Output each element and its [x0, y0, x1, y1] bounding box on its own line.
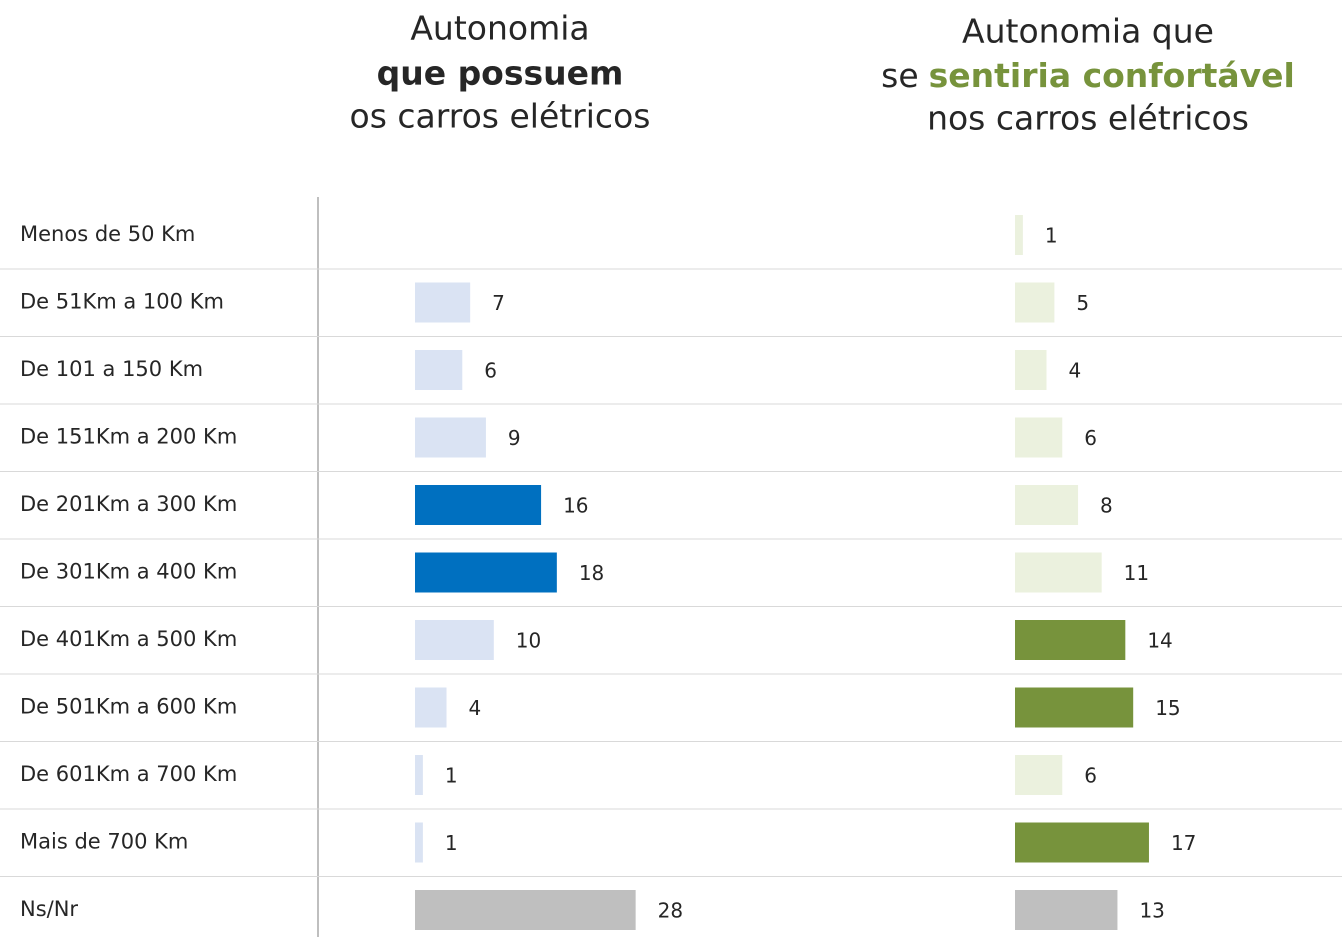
- bar: [1015, 620, 1126, 660]
- title-line: Autonomia: [410, 9, 589, 48]
- bar: [415, 620, 494, 660]
- title-line: se sentiria confortável: [881, 56, 1295, 95]
- value-label: 4: [1069, 359, 1082, 383]
- bar: [415, 552, 557, 593]
- value-label: 18: [579, 561, 604, 585]
- bar: [1015, 282, 1055, 323]
- bar: [1015, 755, 1063, 795]
- value-label: 11: [1124, 561, 1149, 585]
- title-part: se: [881, 56, 919, 95]
- bar: [415, 890, 636, 930]
- category-label: De 401Km a 500 Km: [20, 627, 237, 651]
- value-label: 7: [492, 291, 505, 315]
- category-label: Mais de 700 Km: [20, 830, 188, 854]
- bar: [1015, 417, 1063, 458]
- category-label: Ns/Nr: [20, 897, 78, 921]
- bar: [1015, 485, 1079, 525]
- category-label: De 51Km a 100 Km: [20, 290, 224, 314]
- category-label: De 151Km a 200 Km: [20, 425, 237, 449]
- value-label: 1: [445, 764, 458, 788]
- title-line: nos carros elétricos: [927, 99, 1249, 138]
- bar: [415, 755, 423, 795]
- value-label: 6: [1084, 426, 1097, 450]
- bar: [1015, 215, 1023, 255]
- title-highlight: sentiria confortável: [929, 56, 1295, 95]
- value-label: 28: [658, 899, 683, 923]
- bar: [1015, 552, 1102, 593]
- bar: [1015, 350, 1047, 390]
- value-label: 13: [1139, 899, 1164, 923]
- title-line: os carros elétricos: [350, 97, 651, 136]
- value-label: 14: [1147, 629, 1172, 653]
- category-label: De 601Km a 700 Km: [20, 762, 237, 786]
- value-label: 1: [1045, 224, 1058, 248]
- category-label: Menos de 50 Km: [20, 222, 195, 246]
- bar: [1015, 687, 1134, 728]
- value-label: 5: [1076, 291, 1089, 315]
- category-label: De 301Km a 400 Km: [20, 560, 237, 584]
- bar: [415, 350, 463, 390]
- value-label: 8: [1100, 494, 1113, 518]
- value-label: 4: [469, 696, 482, 720]
- value-label: 17: [1171, 831, 1196, 855]
- value-label: 10: [516, 629, 541, 653]
- value-label: 6: [484, 359, 497, 383]
- bar: [415, 282, 471, 323]
- value-label: 6: [1084, 764, 1097, 788]
- bar: [415, 822, 423, 863]
- value-label: 15: [1155, 696, 1180, 720]
- bar: [415, 485, 542, 525]
- title-line: Autonomia que: [962, 12, 1214, 51]
- bar: [415, 417, 486, 458]
- value-label: 9: [508, 426, 521, 450]
- bar: [1015, 822, 1149, 863]
- category-label: De 201Km a 300 Km: [20, 492, 237, 516]
- title-highlight: que possuem: [377, 54, 624, 93]
- value-label: 16: [563, 494, 588, 518]
- bar: [1015, 890, 1118, 930]
- bar: [415, 687, 447, 728]
- value-label: 1: [445, 831, 458, 855]
- category-label: De 501Km a 600 Km: [20, 695, 237, 719]
- category-label: De 101 a 150 Km: [20, 357, 203, 381]
